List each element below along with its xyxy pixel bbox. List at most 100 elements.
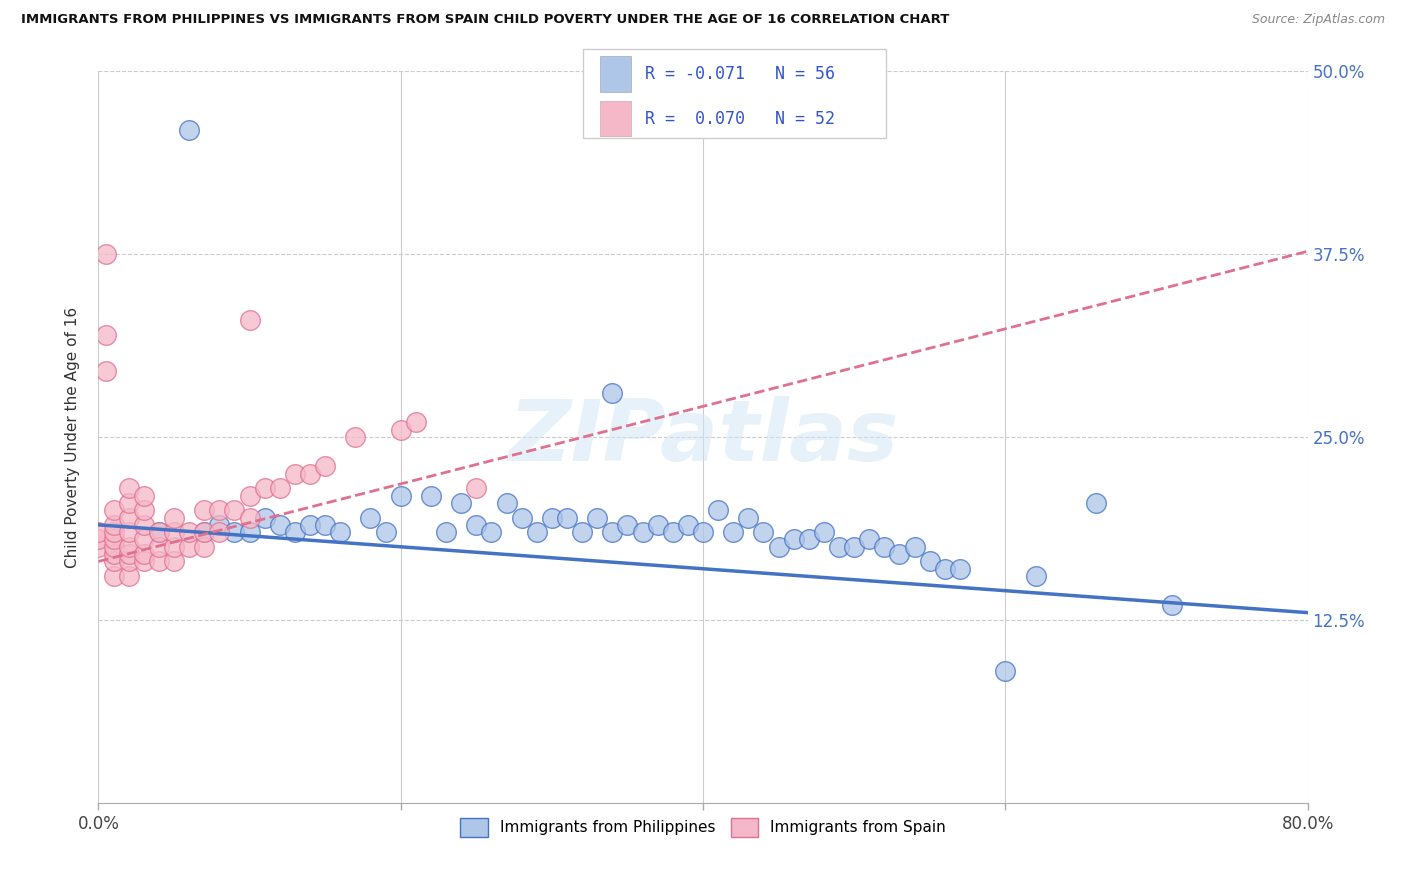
Point bbox=[1024, 569, 1046, 583]
Point bbox=[692, 525, 714, 540]
Point bbox=[768, 540, 790, 554]
Point bbox=[783, 533, 806, 547]
Point bbox=[103, 525, 125, 540]
Text: IMMIGRANTS FROM PHILIPPINES VS IMMIGRANTS FROM SPAIN CHILD POVERTY UNDER THE AGE: IMMIGRANTS FROM PHILIPPINES VS IMMIGRANT… bbox=[21, 13, 949, 27]
Point bbox=[752, 525, 775, 540]
Point bbox=[118, 510, 141, 524]
Text: Source: ZipAtlas.com: Source: ZipAtlas.com bbox=[1251, 13, 1385, 27]
Point bbox=[873, 540, 896, 554]
Point bbox=[132, 533, 155, 547]
Point bbox=[540, 510, 562, 524]
Point bbox=[87, 533, 110, 547]
Point bbox=[420, 489, 443, 503]
Point bbox=[163, 525, 186, 540]
Point bbox=[495, 496, 517, 510]
Point bbox=[434, 525, 457, 540]
Point bbox=[179, 540, 201, 554]
Point bbox=[208, 525, 231, 540]
Point bbox=[314, 517, 336, 532]
Point bbox=[118, 554, 141, 568]
Point bbox=[132, 547, 155, 561]
Point bbox=[510, 510, 533, 524]
Point bbox=[723, 525, 745, 540]
Point bbox=[481, 525, 503, 540]
Point bbox=[389, 489, 412, 503]
Point bbox=[239, 313, 262, 327]
Point bbox=[889, 547, 911, 561]
Text: ZIPatlas: ZIPatlas bbox=[508, 395, 898, 479]
Point bbox=[132, 489, 155, 503]
Point bbox=[103, 540, 125, 554]
Point bbox=[253, 510, 276, 524]
Point bbox=[224, 525, 246, 540]
Point bbox=[1160, 599, 1182, 613]
Point bbox=[179, 123, 201, 137]
Point bbox=[1085, 496, 1108, 510]
Point bbox=[994, 664, 1017, 678]
Point bbox=[87, 525, 110, 540]
Point bbox=[269, 481, 291, 495]
Legend: Immigrants from Philippines, Immigrants from Spain: Immigrants from Philippines, Immigrants … bbox=[454, 812, 952, 843]
Point bbox=[299, 517, 322, 532]
Point bbox=[239, 525, 262, 540]
Point bbox=[602, 386, 624, 401]
Point bbox=[844, 540, 866, 554]
Point bbox=[148, 540, 170, 554]
Point bbox=[94, 327, 117, 342]
Point bbox=[253, 481, 276, 495]
Point bbox=[828, 540, 851, 554]
Point bbox=[148, 554, 170, 568]
Point bbox=[949, 562, 972, 576]
Point bbox=[132, 517, 155, 532]
Point bbox=[132, 503, 155, 517]
Point bbox=[224, 503, 246, 517]
Point bbox=[631, 525, 654, 540]
Point bbox=[360, 510, 382, 524]
Point bbox=[571, 525, 593, 540]
Point bbox=[208, 503, 231, 517]
Point bbox=[661, 525, 683, 540]
Point bbox=[193, 503, 215, 517]
Point bbox=[526, 525, 548, 540]
Point bbox=[118, 496, 141, 510]
Point bbox=[103, 533, 125, 547]
Point bbox=[239, 510, 262, 524]
Point bbox=[707, 503, 730, 517]
Point bbox=[118, 569, 141, 583]
Point bbox=[118, 525, 141, 540]
Point bbox=[314, 459, 336, 474]
Point bbox=[132, 554, 155, 568]
Point bbox=[163, 510, 186, 524]
Point bbox=[616, 517, 638, 532]
Text: R = -0.071   N = 56: R = -0.071 N = 56 bbox=[645, 65, 835, 83]
Point bbox=[94, 364, 117, 378]
Point bbox=[737, 510, 759, 524]
Text: R =  0.070   N = 52: R = 0.070 N = 52 bbox=[645, 110, 835, 128]
Point bbox=[193, 525, 215, 540]
Point bbox=[284, 467, 307, 481]
Point bbox=[148, 525, 170, 540]
Y-axis label: Child Poverty Under the Age of 16: Child Poverty Under the Age of 16 bbox=[65, 307, 80, 567]
Point bbox=[918, 554, 941, 568]
Point bbox=[179, 525, 201, 540]
Point bbox=[858, 533, 880, 547]
Point bbox=[193, 540, 215, 554]
Point bbox=[329, 525, 352, 540]
Point bbox=[103, 517, 125, 532]
Point bbox=[269, 517, 291, 532]
Point bbox=[103, 503, 125, 517]
Point bbox=[450, 496, 472, 510]
Point bbox=[148, 525, 170, 540]
Point bbox=[555, 510, 578, 524]
Point bbox=[465, 517, 488, 532]
Point bbox=[193, 525, 215, 540]
Point bbox=[103, 569, 125, 583]
Point bbox=[586, 510, 609, 524]
Point bbox=[118, 547, 141, 561]
Point bbox=[374, 525, 396, 540]
Point bbox=[299, 467, 322, 481]
Point bbox=[344, 430, 367, 444]
Point bbox=[118, 481, 141, 495]
Point bbox=[813, 525, 835, 540]
Point bbox=[647, 517, 669, 532]
